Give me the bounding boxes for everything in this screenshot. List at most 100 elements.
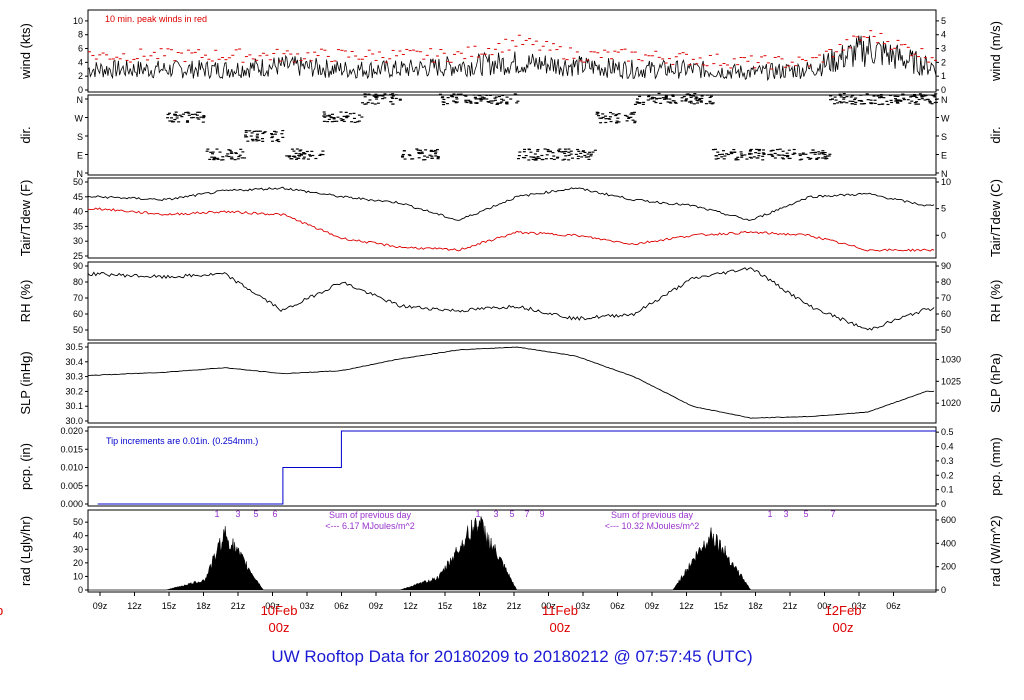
ytick-left-rad: 30 xyxy=(73,544,83,554)
date-z-label: 00z xyxy=(550,620,571,635)
ytick-left-slp: 30.1 xyxy=(65,401,83,411)
hour-mark: 1 xyxy=(767,509,772,519)
ytick-right-dir: S xyxy=(941,132,947,142)
xtick-label: 03z xyxy=(852,601,867,611)
ytick-left-wind: 0 xyxy=(78,85,83,95)
xtick-label: 18z xyxy=(748,601,763,611)
ytick-right-wind: 0 xyxy=(941,85,946,95)
ytick-left-rh: 60 xyxy=(73,309,83,319)
hour-mark: 5 xyxy=(803,509,808,519)
xtick-label: 00z xyxy=(817,601,832,611)
ytick-left-rh: 80 xyxy=(73,277,83,287)
xtick-label: 09z xyxy=(645,601,660,611)
ylabel-left-slp: SLP (inHg) xyxy=(18,351,33,414)
ytick-right-pcp: 0.1 xyxy=(941,485,954,495)
ytick-left-slp: 30.3 xyxy=(65,372,83,382)
ylabel-right-wind: wind (m/s) xyxy=(988,21,1003,82)
ylabel-left-pcp: pcp. (in) xyxy=(18,443,33,490)
ytick-right-pcp: 0.4 xyxy=(941,442,954,452)
ytick-left-dir: N xyxy=(77,169,84,179)
ytick-right-wind: 1 xyxy=(941,71,946,81)
ytick-right-temp: 0 xyxy=(941,230,946,240)
ylabel-left-wind: wind (kts) xyxy=(18,23,33,80)
xtick-label: 15z xyxy=(438,601,453,611)
ytick-right-pcp: 0 xyxy=(941,499,946,509)
hour-mark: 7 xyxy=(830,509,835,519)
panel-frame-wind xyxy=(87,9,937,93)
date-label: 11Feb xyxy=(542,603,578,618)
date-label: 10Feb xyxy=(261,603,298,618)
page-title: UW Rooftop Data for 20180209 to 20180212… xyxy=(271,647,753,666)
ytick-right-rad: 0 xyxy=(941,585,946,595)
panel-frame-pcp xyxy=(87,426,937,507)
panel-frame-rh xyxy=(87,261,937,341)
ytick-left-rh: 90 xyxy=(73,261,83,271)
ylabel-left-temp: Tair/Tdew (F) xyxy=(18,180,33,257)
ytick-left-pcp: 0.010 xyxy=(60,463,83,473)
ytick-left-dir: W xyxy=(75,114,84,124)
ytick-right-temp: 5 xyxy=(941,204,946,214)
ytick-right-dir: W xyxy=(941,114,950,124)
xtick-label: 12z xyxy=(679,601,694,611)
hour-mark: 3 xyxy=(493,509,498,519)
hour-mark: 7 xyxy=(524,509,529,519)
ytick-right-slp: 1020 xyxy=(941,398,961,408)
ytick-left-slp: 30.4 xyxy=(65,357,83,367)
temp-series-Tdew xyxy=(87,207,935,252)
rh-series-rh xyxy=(87,267,935,331)
ytick-left-temp: 45 xyxy=(73,192,83,202)
date-label: eb xyxy=(0,603,3,618)
ylabel-left-rad: rad (Lgly/hr) xyxy=(18,516,33,586)
hour-mark: 3 xyxy=(783,509,788,519)
pcp-annotation: Tip increments are 0.01in. (0.254mm.) xyxy=(106,436,258,446)
ytick-left-wind: 8 xyxy=(78,30,83,40)
xtick-label: 00z xyxy=(541,601,556,611)
xtick-label: 09z xyxy=(369,601,384,611)
ytick-left-wind: 6 xyxy=(78,44,83,54)
ytick-right-pcp: 0.5 xyxy=(941,427,954,437)
temp-series-Tair xyxy=(87,186,935,221)
ytick-right-slp: 1030 xyxy=(941,354,961,364)
ytick-right-rh: 70 xyxy=(941,293,951,303)
ytick-left-wind: 2 xyxy=(78,71,83,81)
ytick-left-dir: E xyxy=(77,151,83,161)
slp-series-slp xyxy=(88,346,935,419)
ytick-right-rad: 600 xyxy=(941,515,956,525)
ylabel-left-rh: RH (%) xyxy=(18,280,33,323)
panel-frame-rad xyxy=(87,509,937,593)
ylabel-right-pcp: pcp. (mm) xyxy=(988,437,1003,496)
rad-annotation-2: Sum of previous day xyxy=(611,510,694,520)
ylabel-right-rh: RH (%) xyxy=(988,280,1003,323)
ylabel-right-dir: dir. xyxy=(988,126,1003,143)
ytick-left-rad: 20 xyxy=(73,558,83,568)
ytick-left-dir: S xyxy=(77,132,83,142)
hour-mark: 3 xyxy=(235,509,240,519)
radiation-area xyxy=(88,516,936,591)
ytick-left-slp: 30.0 xyxy=(65,416,83,426)
ytick-left-temp: 25 xyxy=(73,251,83,261)
ytick-left-temp: 40 xyxy=(73,207,83,217)
panel-frame-temp xyxy=(87,177,937,259)
ytick-right-rh: 50 xyxy=(941,325,951,335)
ytick-left-rad: 50 xyxy=(73,517,83,527)
ytick-left-dir: N xyxy=(77,95,84,105)
ylabel-left-dir: dir. xyxy=(18,126,33,143)
hour-mark: 5 xyxy=(253,509,258,519)
wind-annotation: 10 min. peak winds in red xyxy=(105,14,207,24)
rad-annotation-1: Sum of previous day xyxy=(329,510,412,520)
hour-mark: 1 xyxy=(475,509,480,519)
xtick-label: 06z xyxy=(886,601,901,611)
ytick-left-pcp: 0.000 xyxy=(60,499,83,509)
date-z-label: 00z xyxy=(833,620,854,635)
hour-mark: 6 xyxy=(272,509,277,519)
xtick-label: 03z xyxy=(300,601,315,611)
ytick-right-dir: N xyxy=(941,169,948,179)
xtick-label: 15z xyxy=(162,601,177,611)
xtick-label: 15z xyxy=(714,601,729,611)
ytick-right-dir: E xyxy=(941,151,947,161)
xtick-label: 18z xyxy=(472,601,487,611)
rad-annotation-2: <--- 10.32 MJoules/m^2 xyxy=(605,521,700,531)
ytick-left-rad: 10 xyxy=(73,571,83,581)
xtick-label: 12z xyxy=(127,601,142,611)
xtick-label: 09z xyxy=(93,601,108,611)
